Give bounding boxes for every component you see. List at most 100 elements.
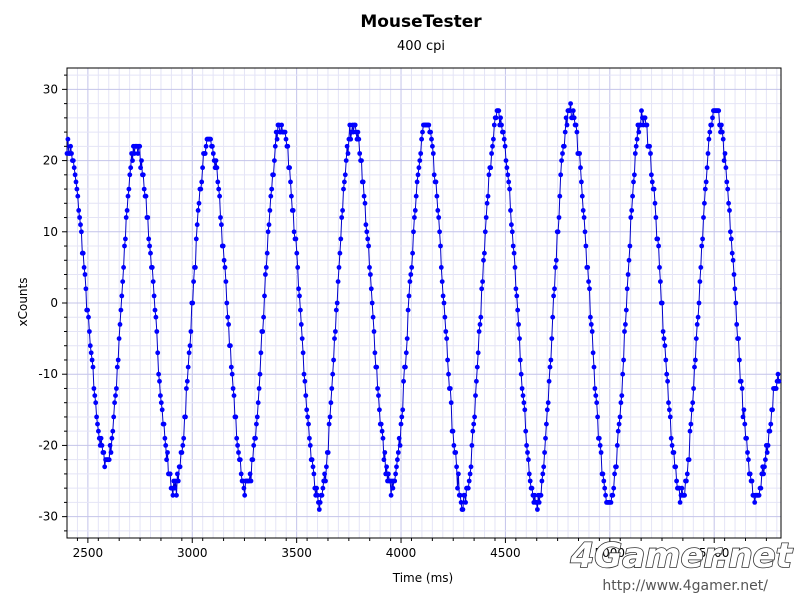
data-point bbox=[538, 492, 544, 498]
data-point bbox=[365, 236, 371, 242]
data-point bbox=[723, 165, 729, 171]
data-point bbox=[626, 257, 632, 263]
data-point bbox=[81, 265, 87, 270]
data-point bbox=[376, 393, 381, 398]
data-point bbox=[701, 215, 706, 220]
data-point bbox=[167, 471, 173, 477]
data-point bbox=[404, 336, 410, 341]
data-point bbox=[726, 200, 731, 206]
data-point bbox=[193, 265, 198, 270]
data-point bbox=[524, 443, 529, 448]
data-point bbox=[436, 215, 442, 220]
data-point bbox=[573, 122, 579, 128]
data-point bbox=[122, 243, 127, 249]
data-point bbox=[526, 457, 531, 463]
data-point bbox=[175, 478, 181, 484]
data-point bbox=[400, 407, 406, 413]
data-point bbox=[89, 357, 95, 363]
data-point bbox=[186, 350, 192, 356]
data-point bbox=[316, 507, 322, 512]
data-point bbox=[233, 414, 239, 420]
y-tick-label: 0 bbox=[50, 296, 58, 310]
data-point bbox=[674, 478, 679, 484]
x-tick-label: 5500 bbox=[699, 546, 730, 560]
data-point bbox=[765, 443, 771, 448]
data-point bbox=[399, 414, 405, 420]
data-point bbox=[739, 386, 745, 391]
data-point bbox=[593, 393, 599, 398]
y-tick-label: 30 bbox=[43, 82, 58, 96]
data-point bbox=[582, 229, 588, 235]
data-point bbox=[307, 443, 313, 448]
data-point bbox=[199, 179, 205, 185]
data-point bbox=[242, 492, 248, 498]
data-point bbox=[79, 229, 84, 235]
data-point bbox=[338, 236, 344, 242]
data-point bbox=[377, 407, 382, 413]
data-point bbox=[652, 200, 658, 206]
data-point bbox=[616, 421, 622, 427]
data-point bbox=[482, 229, 488, 235]
data-point bbox=[447, 386, 453, 391]
data-point bbox=[151, 293, 157, 299]
data-point bbox=[406, 293, 412, 299]
data-point bbox=[660, 329, 666, 334]
data-point bbox=[602, 485, 608, 491]
data-point bbox=[526, 471, 532, 477]
data-point bbox=[165, 450, 170, 455]
watermark-url: http://www.4gamer.net/ bbox=[602, 578, 768, 594]
data-point bbox=[229, 371, 235, 377]
data-point bbox=[92, 393, 98, 398]
data-point bbox=[74, 186, 80, 192]
axes: 2500 3000 3500 4000 4500 5000 5500 -30 -20 -10 0 10… bbox=[38, 67, 782, 560]
data-point bbox=[583, 243, 589, 249]
data-point bbox=[493, 115, 499, 121]
data-point bbox=[325, 450, 331, 455]
data-point bbox=[196, 200, 202, 206]
data-point bbox=[502, 143, 508, 149]
data-point bbox=[393, 471, 398, 477]
data-point bbox=[633, 143, 639, 149]
data-point bbox=[83, 286, 89, 292]
data-point bbox=[603, 492, 608, 498]
data-point bbox=[216, 186, 222, 192]
watermark: 4Gamer.net http://www.4gamer.net/ bbox=[569, 535, 795, 594]
data-point bbox=[595, 414, 600, 420]
data-point bbox=[231, 393, 237, 398]
data-point bbox=[394, 464, 399, 470]
data-point bbox=[469, 443, 475, 448]
y-tick-label: 10 bbox=[43, 225, 58, 239]
data-point bbox=[580, 208, 586, 213]
data-point bbox=[143, 193, 149, 199]
data-point bbox=[159, 407, 165, 413]
data-point bbox=[267, 208, 273, 213]
data-point bbox=[326, 421, 332, 427]
data-point bbox=[716, 108, 722, 114]
data-point bbox=[696, 300, 702, 306]
data-point bbox=[521, 400, 527, 406]
data-point bbox=[135, 151, 141, 156]
data-point bbox=[329, 386, 335, 391]
data-point bbox=[106, 457, 112, 463]
data-point bbox=[221, 257, 227, 263]
data-point bbox=[285, 143, 291, 149]
data-point bbox=[295, 265, 301, 270]
data-point bbox=[655, 236, 661, 242]
data-point bbox=[532, 492, 538, 498]
data-point bbox=[775, 371, 781, 377]
data-point bbox=[110, 428, 116, 434]
data-point bbox=[219, 222, 224, 228]
data-point bbox=[692, 364, 697, 370]
data-point bbox=[88, 350, 94, 356]
data-point bbox=[489, 151, 494, 156]
data-point bbox=[547, 364, 553, 370]
data-point bbox=[368, 272, 373, 277]
data-point bbox=[553, 257, 559, 263]
data-point bbox=[147, 243, 153, 249]
data-point bbox=[268, 193, 274, 199]
data-point bbox=[180, 443, 186, 448]
data-point bbox=[475, 350, 481, 356]
data-point bbox=[141, 186, 147, 192]
data-point bbox=[125, 193, 131, 199]
data-point bbox=[301, 371, 307, 377]
